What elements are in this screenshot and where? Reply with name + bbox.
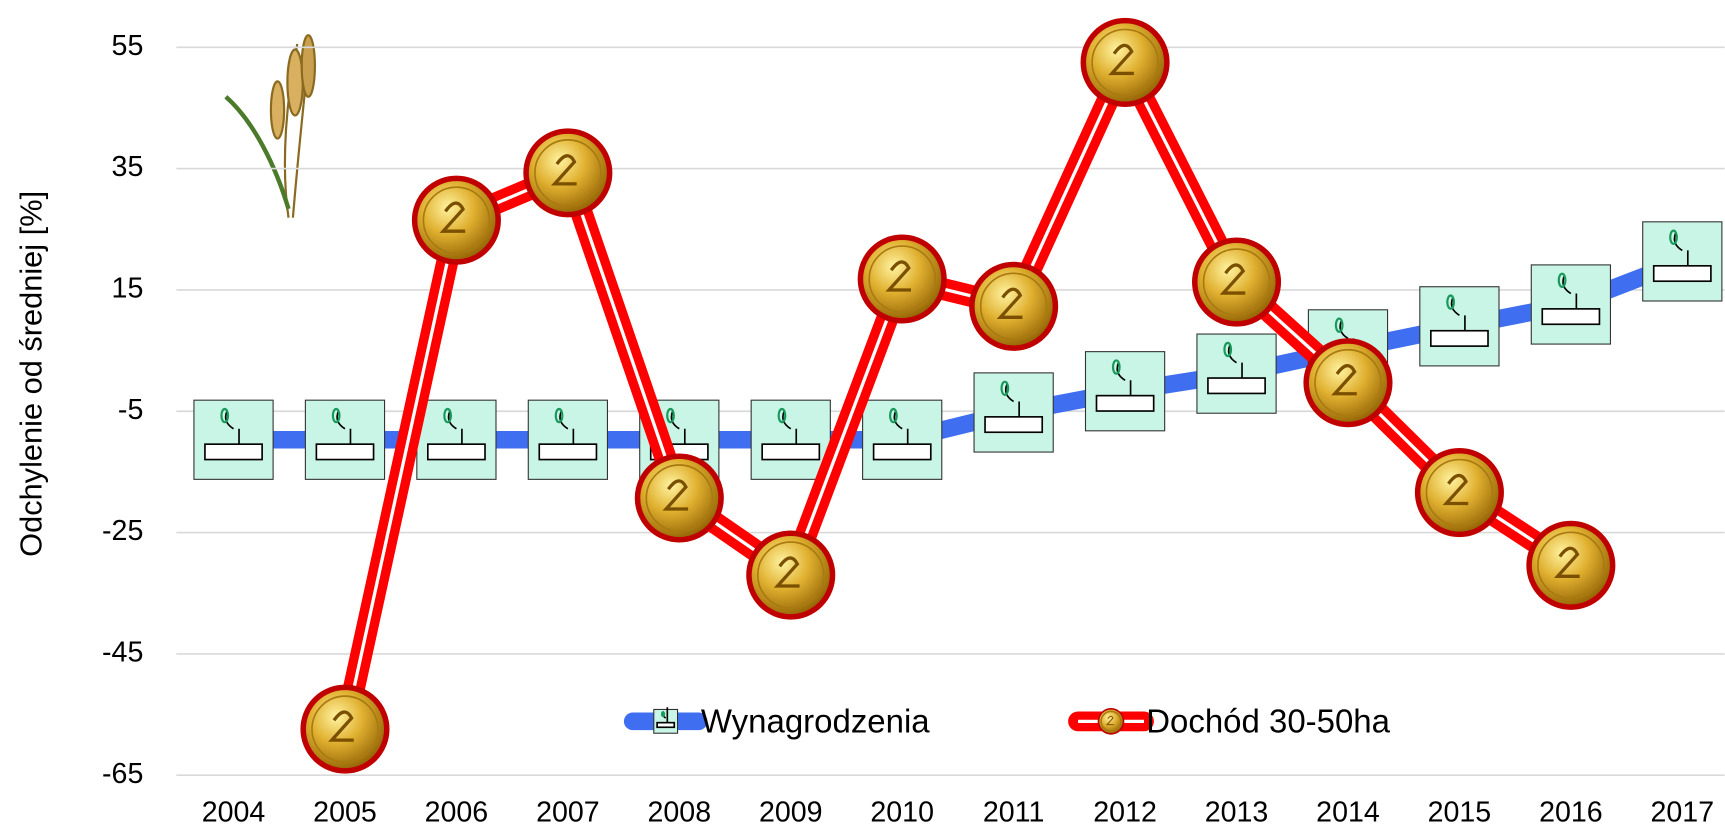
marker [1420, 287, 1499, 366]
marker-device [1096, 396, 1153, 411]
wheat-icon [226, 35, 315, 218]
marker-box [305, 400, 384, 479]
marker-coin [415, 178, 499, 262]
marker-coin [303, 687, 387, 771]
marker-box [1643, 222, 1722, 301]
x-tick-label: 2004 [202, 796, 266, 828]
marker [415, 178, 499, 262]
marker [1418, 451, 1502, 535]
marker-box [1420, 287, 1499, 366]
marker [1643, 222, 1722, 301]
marker [1083, 21, 1167, 105]
legend-marker [654, 707, 678, 733]
x-tick-label: 2013 [1205, 796, 1269, 828]
x-tick-label: 2010 [870, 796, 934, 828]
legend-marker [1098, 709, 1123, 734]
marker-box [974, 373, 1053, 452]
x-tick-label: 2007 [536, 796, 600, 828]
marker-loop [662, 712, 664, 716]
marker [528, 400, 607, 479]
legend-label: Dochód 30-50ha [1146, 702, 1390, 739]
marker-coin [1083, 21, 1167, 105]
y-tick-label: 15 [112, 272, 144, 304]
marker-coin [1306, 341, 1390, 425]
x-tick-label: 2006 [425, 796, 489, 828]
marker-box [417, 400, 496, 479]
x-tick-label: 2005 [313, 796, 377, 828]
marker-device [1654, 266, 1711, 281]
marker-box [654, 709, 678, 733]
marker [863, 400, 942, 479]
marker-device [205, 444, 262, 459]
marker [1531, 265, 1610, 344]
x-tick-label: 2012 [1093, 796, 1157, 828]
marker-box [1197, 334, 1276, 413]
marker [1195, 240, 1279, 324]
marker-box [194, 400, 273, 479]
marker-coin [1098, 709, 1123, 734]
marker-box [528, 400, 607, 479]
marker [305, 400, 384, 479]
chart: Odchylenie od średniej [%] -65 -45 -25 -5 15… [0, 0, 1725, 828]
marker-device [762, 444, 819, 459]
marker-coin [638, 456, 722, 540]
marker-coin [1529, 524, 1613, 608]
marker-device [657, 723, 674, 728]
marker-device [1208, 378, 1265, 393]
marker-coin [972, 265, 1056, 349]
marker [303, 687, 387, 771]
marker [974, 373, 1053, 452]
marker-coin [860, 237, 944, 321]
marker-device [1542, 309, 1599, 324]
y-tick-label: 35 [112, 151, 144, 183]
marker-coin [526, 131, 610, 215]
marker-box [863, 400, 942, 479]
marker-device [539, 444, 596, 459]
marker [1529, 524, 1613, 608]
marker [1197, 334, 1276, 413]
marker-coin [1195, 240, 1279, 324]
marker-device [874, 444, 931, 459]
x-tick-label: 2011 [983, 796, 1044, 828]
y-tick-label: 55 [112, 30, 144, 62]
x-tick-label: 2016 [1539, 796, 1603, 828]
marker [1085, 352, 1164, 431]
legend-label: Wynagrodzenia [701, 702, 930, 739]
y-tick-label: -25 [102, 515, 143, 547]
marker-device [316, 444, 373, 459]
marker-coin [1418, 451, 1502, 535]
x-tick-label: 2015 [1428, 796, 1492, 828]
marker-box [1531, 265, 1610, 344]
marker [1306, 341, 1390, 425]
marker-box [1085, 352, 1164, 431]
x-tick-label: 2009 [759, 796, 823, 828]
marker [194, 400, 273, 479]
marker-device [428, 444, 485, 459]
marker [972, 265, 1056, 349]
y-tick-label: -45 [102, 636, 143, 668]
y-tick-label: -65 [102, 758, 143, 790]
marker [860, 237, 944, 321]
marker [749, 533, 833, 617]
y-axis-title: Odchylenie od średniej [%] [14, 191, 49, 557]
marker-coin [749, 533, 833, 617]
marker-device [1431, 331, 1488, 346]
marker [638, 456, 722, 540]
marker-box [751, 400, 830, 479]
marker [751, 400, 830, 479]
marker [526, 131, 610, 215]
x-tick-label: 2008 [648, 796, 712, 828]
y-tick-label: -5 [118, 394, 143, 426]
x-tick-label: 2017 [1651, 796, 1715, 828]
x-tick-label: 2014 [1316, 796, 1380, 828]
marker [417, 400, 496, 479]
marker-device [985, 417, 1042, 432]
